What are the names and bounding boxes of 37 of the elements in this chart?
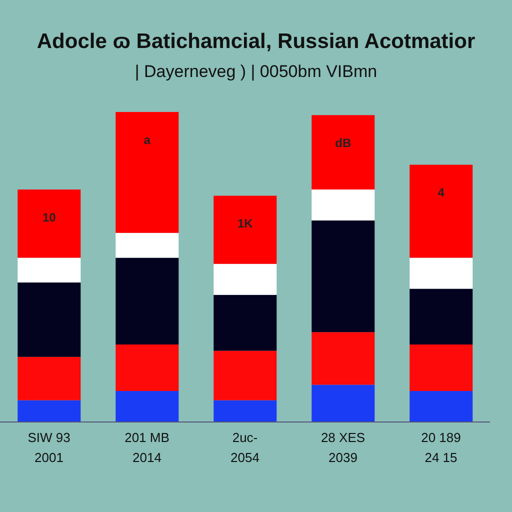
x-tick-label: 20 189 24 15 [421, 430, 461, 465]
bar [312, 332, 375, 385]
bar [312, 190, 375, 220]
bar [18, 258, 81, 282]
x-tick-label: 28 XES 2039 [320, 430, 366, 465]
x-tick-label: 2uc- 2054 [230, 430, 260, 465]
bar [18, 400, 81, 422]
annotation: a [144, 133, 151, 147]
annotation: 4 [438, 186, 445, 200]
bar [312, 220, 375, 332]
bar [410, 344, 473, 391]
annotation: dB [335, 136, 352, 150]
bar [18, 356, 81, 400]
bar [312, 384, 375, 422]
bar [214, 350, 277, 400]
bar [214, 294, 277, 351]
bar [18, 282, 81, 357]
x-tick-label: 201 MB 2014 [124, 430, 170, 465]
bar [214, 196, 277, 264]
bar [18, 190, 81, 258]
chart-title: Adocle ɷ Batichamcial, Russian Acotmatior [36, 29, 476, 54]
bar [410, 288, 473, 344]
bar [410, 391, 473, 422]
bar [410, 258, 473, 289]
chart-subtitle: | Dayerneveg ) | 0050bm VIBmn [134, 62, 378, 82]
bar [116, 112, 179, 233]
bar [116, 258, 179, 344]
bar [116, 344, 179, 391]
x-tick-label: SIW 93 2001 [28, 430, 70, 465]
bar [214, 400, 277, 422]
bar [410, 164, 473, 258]
annotation: 10 [42, 210, 56, 224]
bar [116, 232, 179, 258]
bar [312, 115, 375, 190]
bar [116, 391, 179, 422]
annotation: 1K [237, 216, 254, 231]
bar [214, 264, 277, 295]
